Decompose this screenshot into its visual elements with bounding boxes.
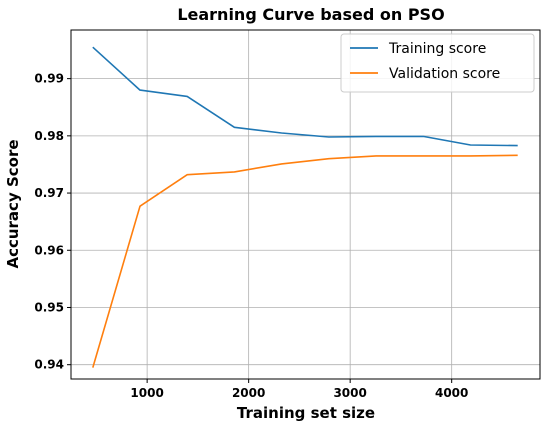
series-line-training-score [92, 46, 518, 147]
y-tick-label: 0.95 [34, 300, 64, 314]
series-line-validation-score [92, 154, 518, 368]
x-tick-label: 1000 [130, 386, 163, 400]
y-tick-label: 0.99 [34, 72, 64, 86]
y-tick-label: 0.97 [34, 186, 64, 200]
y-tick-label: 0.96 [34, 243, 64, 257]
y-tick-label: 0.94 [34, 358, 64, 372]
x-tick-label: 2000 [232, 386, 265, 400]
y-axis-label: Accuracy Score [4, 139, 22, 268]
legend-box [340, 33, 535, 93]
legend-entry-label: Training score [388, 41, 486, 57]
y-tick-label: 0.98 [34, 129, 64, 143]
x-tick-label: 4000 [435, 386, 468, 400]
x-axis-label: Training set size [237, 404, 375, 422]
legend-entry-label: Validation score [389, 66, 500, 82]
x-axis-ticks: 1000 2000 3000 4000 [130, 379, 468, 400]
x-tick-label: 3000 [333, 386, 366, 400]
legend: Training score Validation score [340, 33, 535, 93]
y-axis-ticks: 0.94 0.95 0.96 0.97 0.98 0.99 [34, 72, 71, 372]
chart-title: Learning Curve based on PSO [177, 5, 444, 24]
plot-frame [70, 29, 541, 380]
series-lines [92, 46, 518, 368]
